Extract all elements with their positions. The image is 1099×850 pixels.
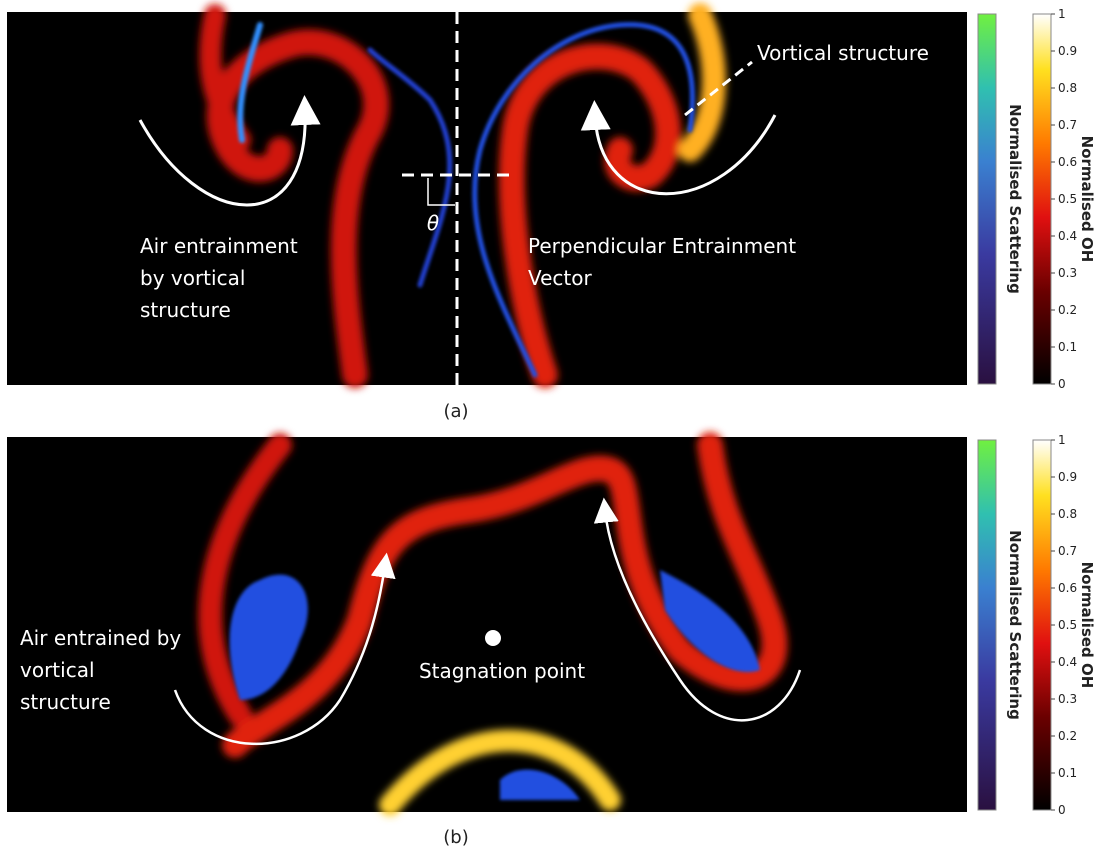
annotation: Stagnation point — [419, 659, 585, 683]
tick-label: 0.3 — [1058, 692, 1077, 706]
annotation-line: Stagnation point — [419, 659, 585, 683]
annotation-line: structure — [140, 298, 231, 322]
annotation-line: Air entrained by — [20, 626, 181, 650]
scatter-colorbar — [978, 14, 996, 384]
image-a — [7, 12, 967, 385]
oh-colorbar — [1033, 440, 1051, 810]
tick-label: 0.8 — [1058, 81, 1077, 95]
tick-label: 0.7 — [1058, 118, 1077, 132]
tick-label: 0.4 — [1058, 229, 1077, 243]
colorbar-label: Normalised Scattering — [1006, 530, 1024, 720]
tick-label: 0 — [1058, 377, 1066, 391]
stagnation-point — [485, 630, 501, 646]
tick-label: 0.1 — [1058, 766, 1077, 780]
page: (a) Vortical structure Air entrainment by v… — [0, 0, 1099, 850]
annotation: θ — [427, 211, 439, 235]
tick-label: 0.8 — [1058, 507, 1077, 521]
tick-label: 0.6 — [1058, 155, 1077, 169]
tick-label: 0.9 — [1058, 44, 1077, 58]
colorbar-label: Normalised OH — [1078, 562, 1096, 689]
annotation-line: Air entrainment — [140, 234, 298, 258]
annotation-line: structure — [20, 690, 111, 714]
annotation-line: Perpendicular Entrainment — [528, 234, 796, 258]
tick-label: 1 — [1058, 7, 1066, 21]
tick-label: 0.5 — [1058, 618, 1077, 632]
image-b — [7, 437, 967, 812]
figure: (a) Vortical structure Air entrainment by v… — [0, 0, 1099, 846]
oh-colorbar — [1033, 14, 1051, 384]
tick-label: 0.2 — [1058, 729, 1077, 743]
tick-label: 0.7 — [1058, 544, 1077, 558]
tick-label: 1 — [1058, 433, 1066, 447]
annotation: Vortical structure — [757, 41, 929, 65]
tick-label: 0.3 — [1058, 266, 1077, 280]
panel-label: (b) — [443, 827, 468, 846]
tick-label: 0 — [1058, 803, 1066, 817]
tick-label: 0.2 — [1058, 303, 1077, 317]
annotation-line: θ — [427, 211, 439, 235]
scatter-colorbar — [978, 440, 996, 810]
annotation-line: by vortical — [140, 266, 245, 290]
tick-label: 0.9 — [1058, 470, 1077, 484]
annotation-line: Vector — [528, 266, 593, 290]
tick-label: 0.4 — [1058, 655, 1077, 669]
tick-label: 0.5 — [1058, 192, 1077, 206]
annotation-line: Vortical structure — [757, 41, 929, 65]
annotation-line: vortical — [20, 658, 95, 682]
colorbar-label: Normalised Scattering — [1006, 104, 1024, 294]
tick-label: 0.1 — [1058, 340, 1077, 354]
tick-label: 0.6 — [1058, 581, 1077, 595]
colorbar-label: Normalised OH — [1078, 136, 1096, 263]
panel-label: (a) — [443, 401, 468, 422]
